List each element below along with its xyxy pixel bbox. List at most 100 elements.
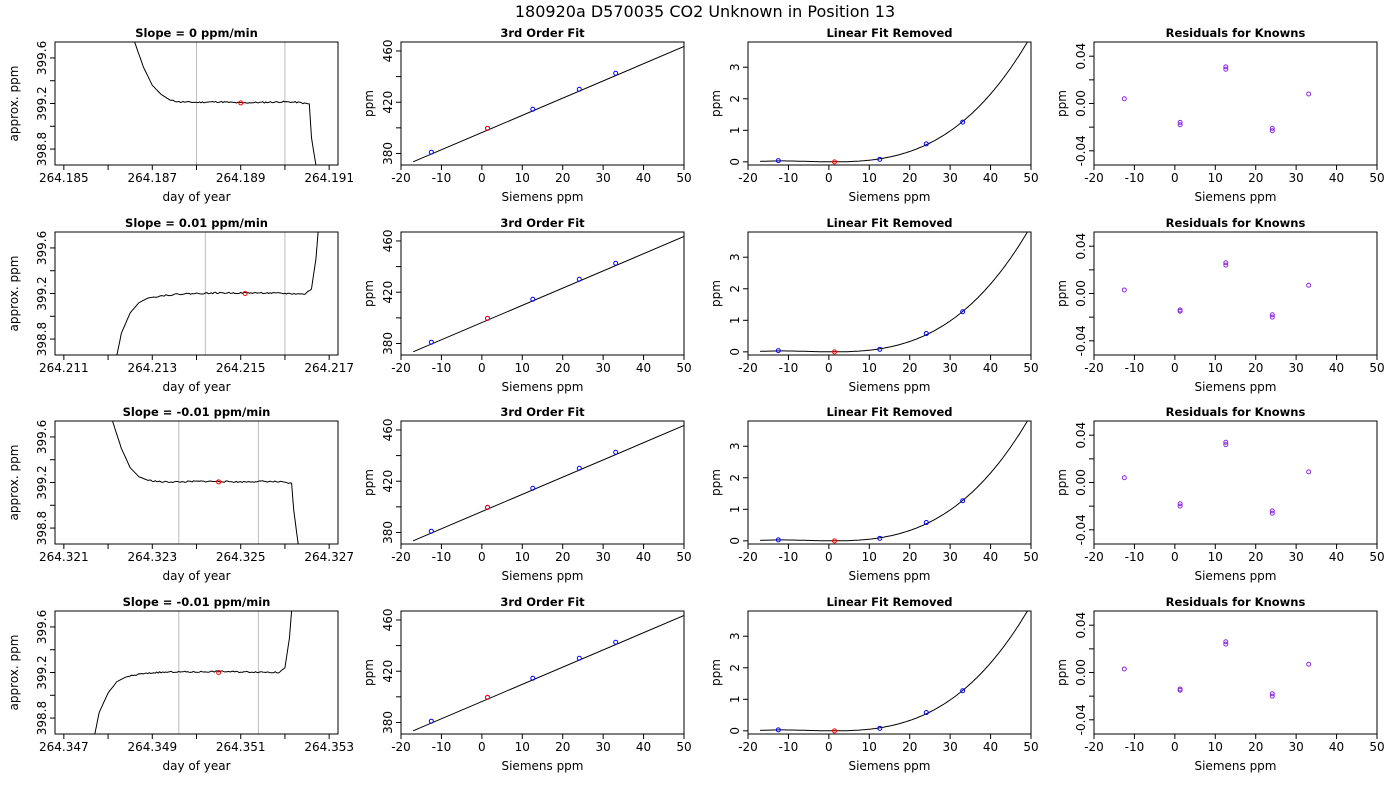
x-tick-label: 50: [1369, 171, 1384, 185]
residual-point: [1177, 308, 1183, 314]
plot-area: [1121, 639, 1312, 699]
x-tick-label: 20: [555, 171, 570, 185]
residual-point: [1306, 282, 1312, 288]
known-point: [775, 348, 781, 354]
x-tick-label: 0: [478, 740, 486, 754]
panel-title: Residuals for Knowns: [1166, 26, 1306, 40]
plot-frame: [1093, 231, 1378, 356]
x-axis-label: Siemens ppm: [1194, 380, 1276, 394]
x-tick-label: 20: [1248, 171, 1263, 185]
x-tick-label: 40: [1329, 171, 1344, 185]
x-tick-label: 50: [676, 171, 691, 185]
panel-2-4: Residuals for Knowns -20 -10 0 10 20 30 40 50 -0.…: [1055, 216, 1385, 394]
known-point: [428, 718, 434, 724]
x-tick-label: 0: [478, 171, 486, 185]
y-tick-label: 460: [381, 609, 395, 632]
x-tick-label: 30: [1289, 171, 1304, 185]
unknown-point: [832, 349, 838, 355]
x-axis-label: Siemens ppm: [501, 380, 583, 394]
known-point: [613, 70, 619, 76]
residual-point: [1269, 128, 1275, 134]
x-tick-label: -20: [1084, 171, 1104, 185]
x-tick-label: 50: [676, 740, 691, 754]
x-tick-label: 50: [1369, 740, 1384, 754]
x-tick-label: -20: [1084, 740, 1104, 754]
y-tick-label: 1: [728, 505, 742, 513]
known-point: [576, 276, 582, 282]
x-axis-label: Siemens ppm: [501, 569, 583, 583]
panel-title: Linear Fit Removed: [826, 595, 952, 609]
residual-point: [1223, 442, 1229, 448]
x-tick-label: 30: [943, 361, 958, 375]
x-tick-label: -20: [391, 171, 411, 185]
y-tick-label: 3: [728, 442, 742, 450]
y-axis-label: approx. ppm: [7, 256, 21, 332]
residual-point: [1223, 439, 1229, 445]
y-axis-label: ppm: [709, 469, 723, 496]
x-axis-label: Siemens ppm: [848, 380, 930, 394]
analyzer-trace: [112, 421, 299, 544]
panel-4-4: Residuals for Knowns -20 -10 0 10 20 30 40 50 -0.…: [1055, 595, 1385, 773]
y-tick-label: 380: [381, 142, 395, 165]
x-tick-label: -10: [779, 361, 799, 375]
x-tick-label: 10: [862, 740, 877, 754]
known-point: [530, 106, 536, 112]
y-axis-label: ppm: [709, 90, 723, 117]
panel-title: Linear Fit Removed: [826, 216, 952, 230]
fit-line: [412, 236, 684, 353]
residual-point: [1223, 64, 1229, 70]
x-tick-label: 10: [1208, 361, 1223, 375]
x-tick-label: -20: [738, 740, 758, 754]
plot-frame: [1093, 420, 1378, 545]
x-tick-label: 0: [825, 740, 833, 754]
unknown-marker: [216, 479, 222, 485]
x-tick-label: 264.189: [216, 171, 266, 185]
known-point: [960, 688, 966, 694]
x-tick-label: 264.327: [304, 550, 354, 564]
x-tick-label: 0: [825, 171, 833, 185]
plot-frame: [400, 610, 685, 735]
y-tick-label: 398.8: [35, 132, 49, 166]
residual-point: [1306, 469, 1312, 475]
x-tick-label: 10: [515, 171, 530, 185]
plot-area: [760, 42, 1029, 165]
x-tick-label: 40: [636, 740, 651, 754]
x-axis-label: Siemens ppm: [1194, 190, 1276, 204]
y-tick-label: 460: [381, 40, 395, 63]
x-tick-label: 40: [1329, 361, 1344, 375]
x-tick-label: -10: [1125, 361, 1145, 375]
residual-point: [1177, 687, 1183, 693]
y-tick-label: 0.04: [1074, 233, 1088, 260]
x-tick-label: 10: [1208, 550, 1223, 564]
analyzer-trace: [94, 611, 293, 734]
y-tick-label: 0.00: [1074, 280, 1088, 307]
panel-title: Residuals for Knowns: [1166, 216, 1306, 230]
x-tick-label: 30: [596, 550, 611, 564]
x-tick-label: 40: [1329, 550, 1344, 564]
x-tick-label: -10: [432, 550, 452, 564]
y-axis-label: ppm: [709, 659, 723, 686]
y-tick-label: 1: [728, 316, 742, 324]
y-tick-label: 3: [728, 632, 742, 640]
residual-curve: [760, 421, 1029, 542]
known-point: [877, 156, 883, 162]
x-tick-label: 264.187: [127, 171, 177, 185]
x-axis-label: Siemens ppm: [1194, 569, 1276, 583]
x-tick-label: 264.217: [304, 361, 354, 375]
panel-2-2: 3rd Order Fit -20 -10 0 10 20 30 40 50 380 420 460 S…: [362, 216, 692, 394]
y-axis-label: ppm: [709, 280, 723, 307]
x-tick-label: 264.185: [39, 171, 89, 185]
x-tick-label: 10: [515, 550, 530, 564]
y-tick-label: 3: [728, 63, 742, 71]
known-point: [877, 346, 883, 352]
residual-curve: [760, 611, 1029, 732]
panel-4-2: 3rd Order Fit -20 -10 0 10 20 30 40 50 380 420 460 S…: [362, 595, 692, 773]
x-tick-label: -20: [738, 171, 758, 185]
unknown-point: [832, 728, 838, 734]
x-tick-label: -10: [432, 171, 452, 185]
y-axis-label: ppm: [1055, 469, 1069, 496]
x-tick-label: -20: [1084, 550, 1104, 564]
fit-line: [412, 46, 684, 163]
x-tick-label: 264.191: [304, 171, 354, 185]
analyzer-trace: [116, 232, 319, 355]
